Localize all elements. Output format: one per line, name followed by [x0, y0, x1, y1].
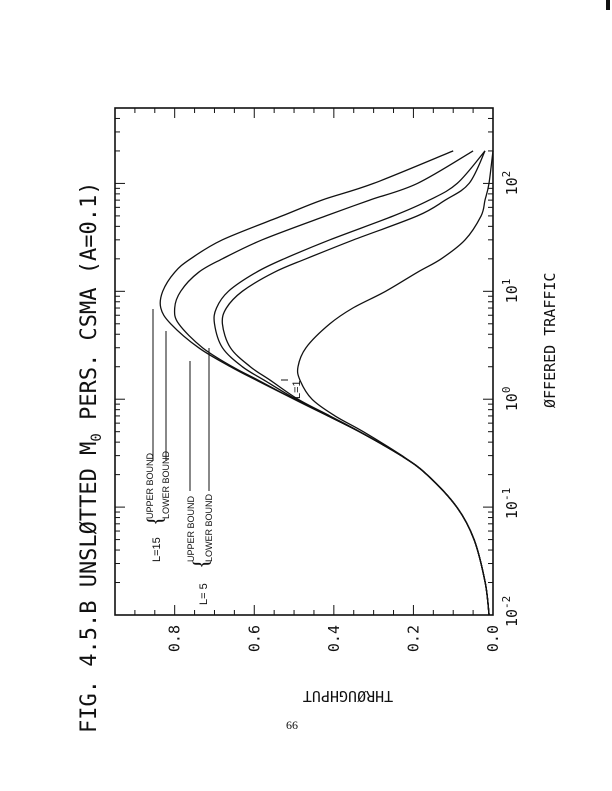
x-tick-label: 10-2 — [500, 596, 521, 627]
x-axis-ticks — [115, 107, 493, 616]
chart-title: FIG. 4.5.B UNSLØTTED M0 PERS. CSMA (A=0.… — [77, 181, 105, 733]
l5-lower-bound-label: LOWER BOUND — [204, 493, 214, 562]
y-tick-label: 0.6 — [245, 625, 263, 652]
series-line-1 — [296, 150, 494, 616]
series-curves — [159, 150, 494, 616]
l5-label: L= 5 — [198, 583, 210, 605]
y-tick-label: 0.2 — [404, 625, 422, 652]
x-axis-tick-labels: 10-2 10-1 100 101 102 — [500, 171, 521, 627]
annotation-leaders — [152, 309, 210, 491]
l15-brace: { — [142, 515, 167, 526]
y-axis-tick-labels: 0.0 0.2 0.4 0.6 0.8 — [166, 625, 502, 652]
plot-frame — [114, 107, 494, 616]
series-line-4 — [173, 150, 490, 616]
y-axis-ticks — [114, 108, 494, 615]
page-number: 66 — [286, 718, 298, 732]
l15-upper-bound-label: UPPER BOUND — [145, 452, 155, 519]
x-tick-label: 100 — [500, 387, 521, 412]
l5-upper-bound-label: UPPER BOUND — [186, 495, 196, 562]
series-line-5 — [159, 150, 490, 616]
y-axis-label: THRØUGHPUT — [303, 687, 393, 705]
y-tick-label: 0.0 — [484, 625, 502, 652]
page-corner-mark — [606, 0, 610, 10]
l15-lower-bound-label: LOWER BOUND — [161, 450, 171, 519]
l15-label: L=15 — [151, 537, 163, 562]
y-tick-label: 0.8 — [166, 625, 184, 652]
x-tick-label: 101 — [500, 279, 521, 304]
series-line-3 — [213, 150, 490, 616]
y-tick-label: 0.4 — [325, 625, 343, 652]
x-axis-label: ØFFERED TRAFFIC — [541, 273, 559, 408]
x-tick-label: 10-1 — [500, 488, 521, 519]
l5-brace: { — [188, 558, 213, 569]
l1-label: L=1 — [291, 380, 303, 399]
x-tick-label: 102 — [500, 171, 521, 196]
